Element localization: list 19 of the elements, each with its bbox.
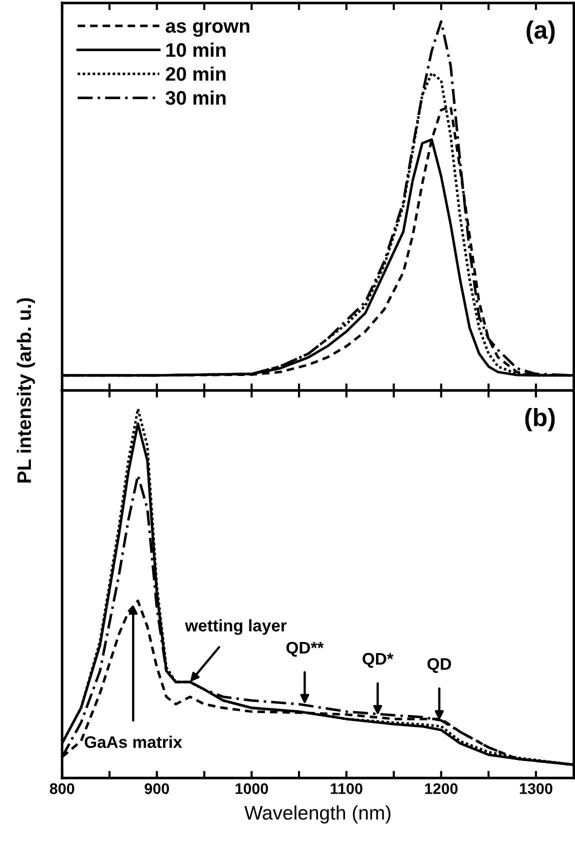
x-tick-label: 1200 xyxy=(425,783,458,794)
x-tick-label: 1000 xyxy=(236,783,268,794)
legend-label: 30 min xyxy=(166,90,226,105)
x-tick-label: 1300 xyxy=(520,783,552,794)
legend-label: as grown xyxy=(166,22,250,37)
annotation: (a) xyxy=(526,20,555,44)
annotation: (b) xyxy=(525,408,555,432)
x-tick-label: 800 xyxy=(50,783,74,794)
annotation: wetting layer xyxy=(184,619,287,635)
annotation: QD xyxy=(427,658,452,674)
y-axis-title: PL intensity (arb. u.) xyxy=(16,298,35,482)
x-axis-title: Wavelength (nm) xyxy=(244,805,390,824)
x-tick-label: 1100 xyxy=(330,783,362,794)
legend-label: 10 min xyxy=(166,42,226,57)
annotation: GaAs matrix xyxy=(84,736,182,748)
annotation: QD** xyxy=(286,642,324,657)
legend-label: 20 min xyxy=(166,66,226,81)
annotation: QD* xyxy=(362,652,394,668)
x-tick-label: 900 xyxy=(144,783,169,794)
